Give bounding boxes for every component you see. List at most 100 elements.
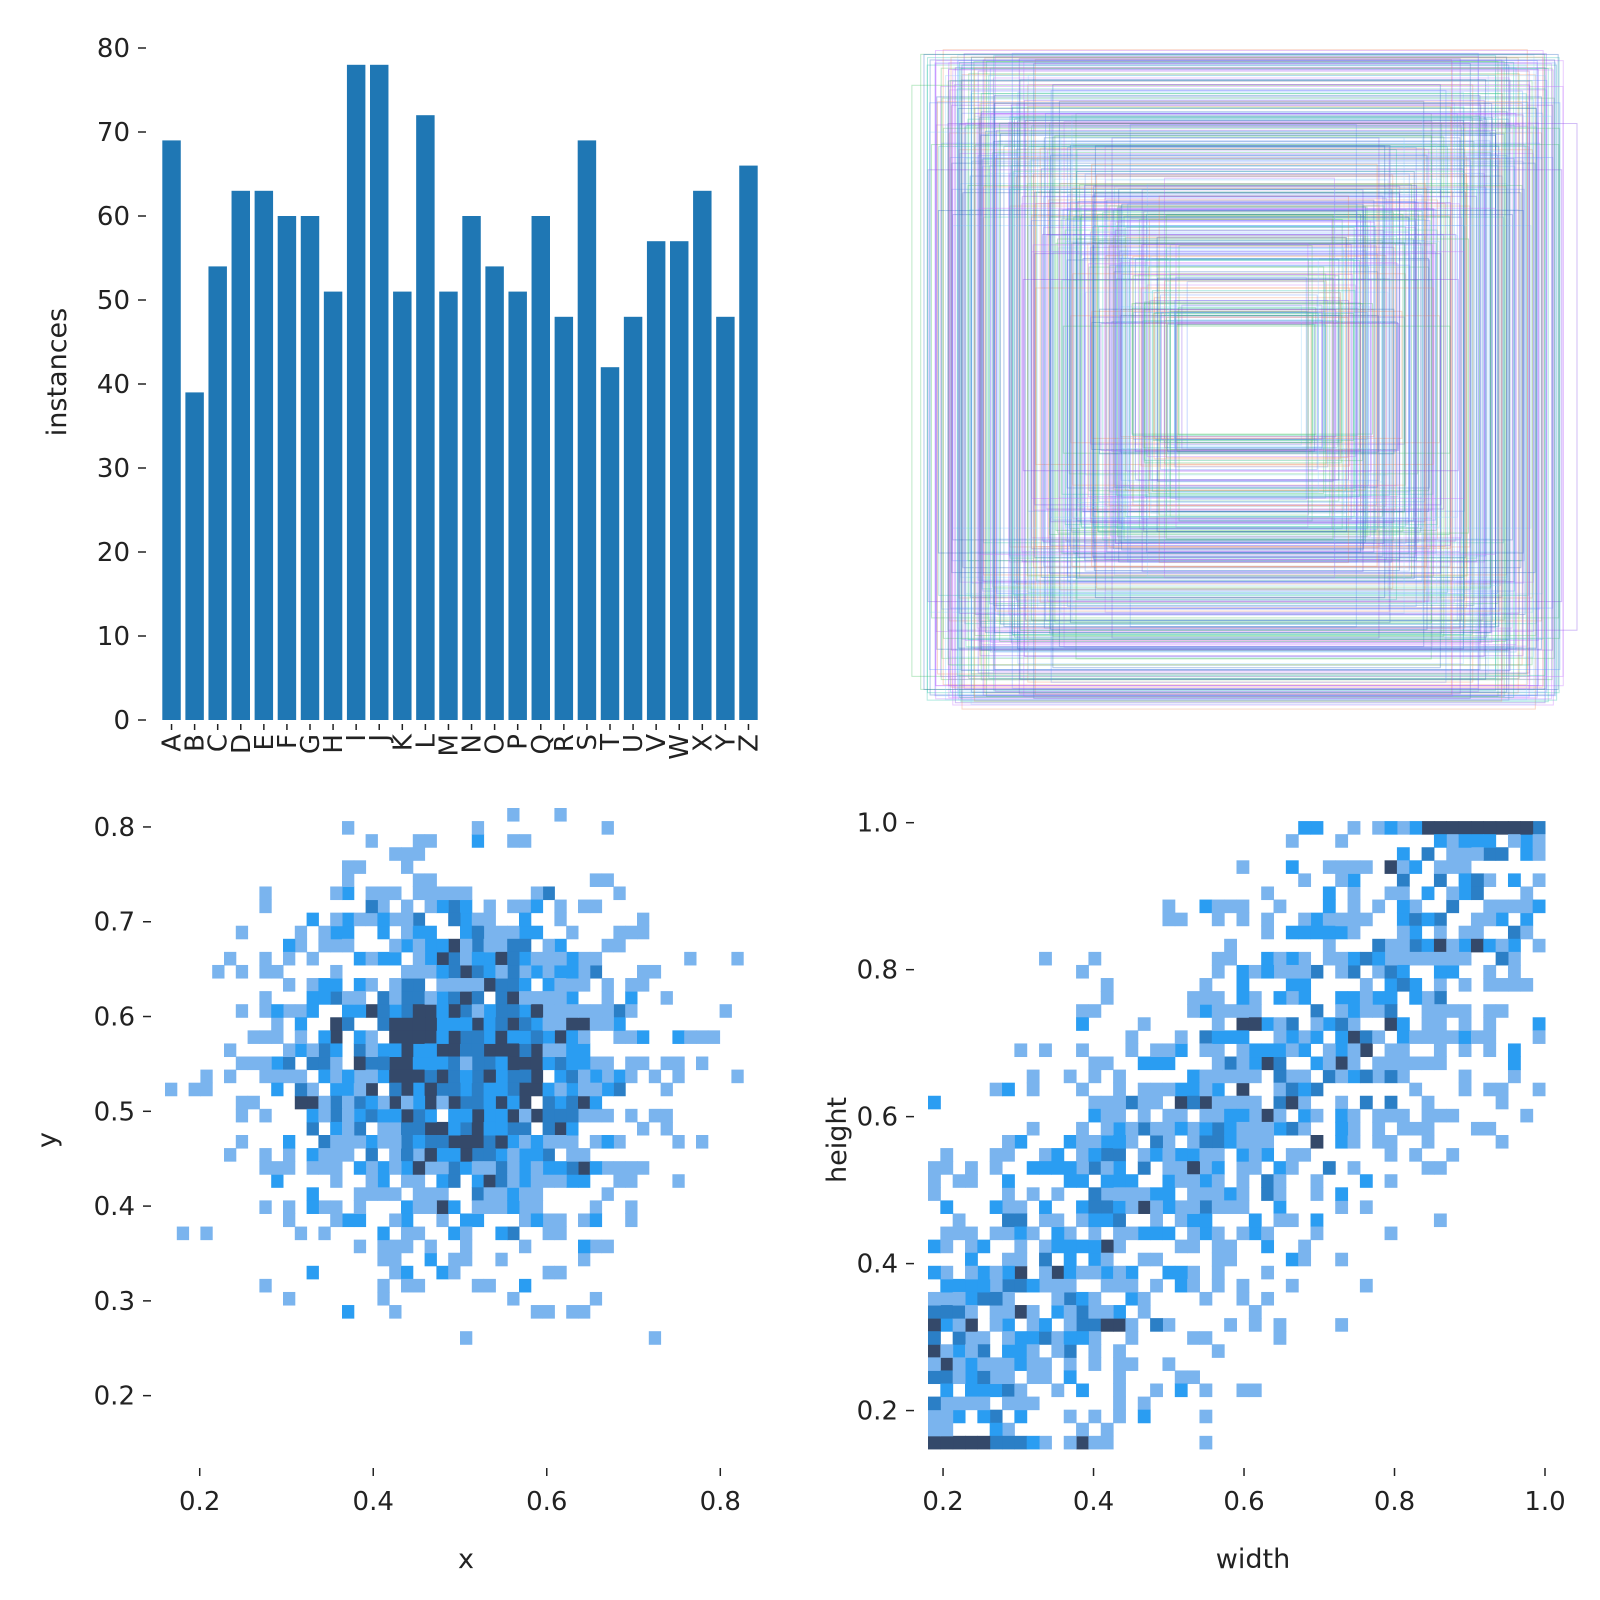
box-outline [1023, 99, 1485, 657]
hist-cell [471, 1135, 485, 1149]
hist-cell [1187, 1161, 1200, 1175]
bar-xtick-label: O [481, 734, 511, 754]
box-outline [1076, 238, 1415, 522]
hist-cell [1063, 1291, 1077, 1306]
hist-cell [530, 1069, 544, 1084]
hist-cell [294, 1017, 308, 1031]
hist-cell [212, 964, 225, 979]
box-outline [1169, 244, 1331, 518]
box-outline [992, 152, 1492, 588]
hist-cell [1063, 1331, 1077, 1345]
hist-cell [660, 991, 673, 1005]
box-outline [1077, 201, 1416, 558]
box-outline [1129, 124, 1357, 628]
hist-cell [530, 1017, 544, 1031]
hist-cell [989, 1383, 1003, 1398]
hist-cell [471, 912, 485, 927]
hist-cell [1396, 938, 1410, 953]
hist-cell [1285, 991, 1299, 1005]
bar-xtick-label: N [458, 734, 488, 753]
hist-cell [928, 1095, 941, 1110]
hist-cell [1359, 1043, 1373, 1058]
hist-cell [389, 1161, 402, 1175]
box-outline [1003, 145, 1500, 628]
hist-cell [389, 1252, 402, 1267]
hist-cell [989, 1265, 1003, 1280]
hist-cell [1039, 1161, 1052, 1175]
box-outline [1159, 314, 1343, 443]
hist-cell [965, 1174, 978, 1188]
hist-cell [1076, 1331, 1089, 1345]
box-outline [1119, 315, 1379, 453]
hist-cell [424, 1121, 437, 1136]
hist-cell [1458, 1082, 1472, 1097]
ytick-label: 0.5 [94, 1097, 135, 1127]
hist-cell [495, 1095, 508, 1110]
hist-cell [1224, 899, 1237, 914]
box-outline [1143, 210, 1358, 533]
hist-cell [1088, 1161, 1102, 1175]
hist-cell [389, 938, 402, 953]
hist-cell [1421, 821, 1435, 835]
hist-cell [377, 1004, 390, 1018]
hist-cell [483, 1004, 496, 1018]
box-outline [1029, 159, 1472, 591]
hist-cell [483, 925, 496, 940]
hist-cell [1199, 1030, 1213, 1044]
hist-cell [377, 1161, 390, 1175]
hist-cell [412, 1200, 426, 1214]
hist-cell [1199, 1291, 1213, 1306]
box-outline [1118, 188, 1393, 563]
hist-cell [389, 1135, 402, 1149]
box-outline [1116, 206, 1368, 538]
hist-cell [554, 1174, 567, 1188]
hist-cell [637, 964, 650, 979]
hist-cell [401, 1226, 414, 1241]
hist-cell [1446, 847, 1460, 861]
hist-cell [342, 1082, 355, 1097]
box-outline [1114, 185, 1387, 576]
hist-cell [495, 1226, 508, 1241]
hist-cell [401, 1148, 414, 1162]
hist-cell [1014, 1409, 1028, 1424]
hist-cell [259, 1004, 272, 1018]
hist-cell [306, 1108, 319, 1123]
box-outline [1116, 225, 1369, 529]
bar-ytick-label: 60 [97, 202, 130, 232]
hist-cell [1347, 991, 1361, 1005]
box-outline [971, 90, 1524, 649]
hist-cell [1236, 1043, 1250, 1058]
hist-cell [483, 1043, 496, 1058]
hist-cell [353, 1095, 367, 1110]
hist-cell [1039, 1043, 1052, 1058]
hist-cell [259, 1069, 272, 1084]
hist-cell [495, 938, 508, 953]
bar-Q [531, 216, 550, 720]
hist-cell [1298, 1082, 1312, 1097]
hist-cell [495, 1043, 508, 1058]
hist-cell [1088, 1239, 1102, 1254]
box-outline [1093, 185, 1401, 560]
hist-cell [1236, 1082, 1250, 1097]
hist-cell [294, 1043, 308, 1058]
hist-cell [1088, 1095, 1102, 1110]
box-outline [1158, 258, 1309, 516]
box-outline [977, 154, 1508, 581]
box-outline [1023, 60, 1453, 698]
hist-cell [1076, 1239, 1089, 1254]
hist-cell [1174, 1095, 1188, 1110]
hist-cell [1150, 1200, 1163, 1214]
hist-cell [330, 1095, 343, 1110]
box-outline [994, 158, 1501, 612]
box-outline [938, 145, 1530, 596]
hist-cell [448, 1030, 461, 1044]
hist-cell [542, 1082, 555, 1097]
hist-cell [965, 1305, 978, 1319]
hist-cell [424, 1161, 437, 1175]
hist-cell [1076, 1017, 1089, 1031]
hist-cell [436, 899, 449, 914]
hist-cell [1433, 1004, 1447, 1018]
hist-cell [519, 978, 532, 992]
box-outline [1096, 174, 1394, 590]
bar-D [231, 190, 250, 721]
